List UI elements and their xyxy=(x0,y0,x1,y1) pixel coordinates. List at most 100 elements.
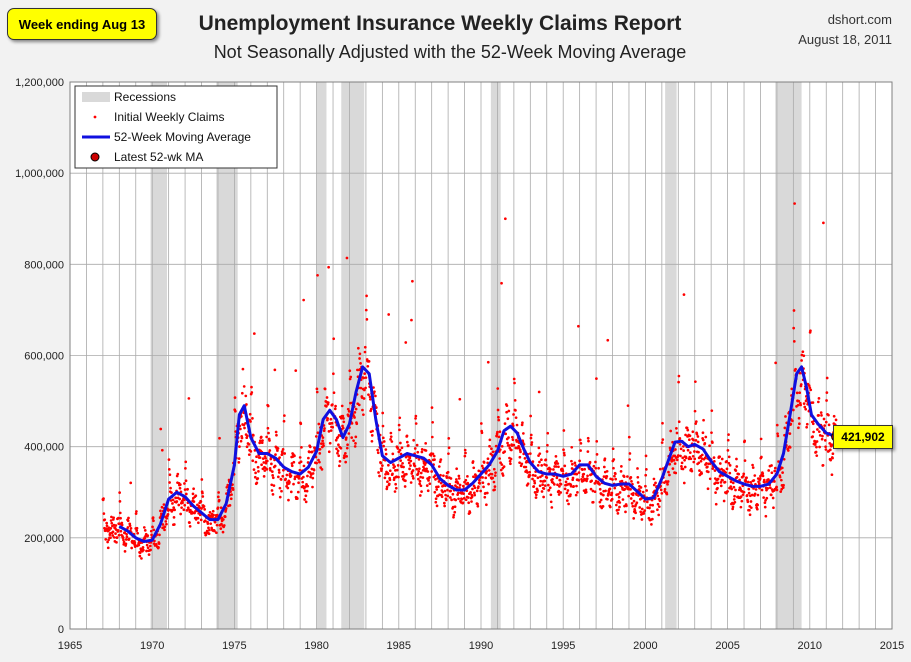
claims-point xyxy=(728,464,732,467)
claims-point xyxy=(401,470,405,474)
claims-point xyxy=(749,500,753,503)
claims-point xyxy=(211,509,215,513)
claims-point xyxy=(822,221,825,225)
claims-point xyxy=(493,488,496,492)
claims-point xyxy=(706,487,710,491)
claims-point xyxy=(630,501,634,505)
claims-point xyxy=(694,380,697,384)
claims-point xyxy=(510,435,514,439)
claims-point xyxy=(347,414,350,418)
claims-point xyxy=(403,485,407,488)
claims-point xyxy=(500,281,503,285)
claims-point xyxy=(714,491,717,494)
claims-point xyxy=(354,441,357,445)
claims-point xyxy=(481,481,485,485)
claims-point xyxy=(427,479,430,482)
claims-point xyxy=(677,420,681,424)
claims-point xyxy=(798,391,802,395)
claims-point xyxy=(693,457,697,461)
claims-point xyxy=(301,475,305,479)
claims-point xyxy=(270,483,274,487)
claims-point xyxy=(339,416,343,420)
claims-point xyxy=(453,505,457,509)
claims-point xyxy=(221,530,225,534)
claims-point xyxy=(314,435,318,438)
claims-point xyxy=(106,540,109,544)
claims-point xyxy=(435,488,439,491)
claims-point xyxy=(176,472,180,476)
claims-point xyxy=(385,487,389,491)
claims-point xyxy=(485,503,488,507)
claims-point xyxy=(189,508,192,512)
claims-point xyxy=(825,399,828,402)
claims-point xyxy=(694,438,698,442)
claims-point xyxy=(118,491,121,494)
claims-point xyxy=(827,423,831,427)
claims-point xyxy=(629,497,633,500)
claims-point xyxy=(315,461,318,465)
claims-point xyxy=(409,464,412,467)
claims-point xyxy=(398,416,402,420)
claims-point xyxy=(570,445,574,449)
claims-point xyxy=(172,523,176,526)
claims-point xyxy=(381,464,384,467)
claims-point xyxy=(784,415,787,418)
claims-point xyxy=(463,448,467,452)
claims-point xyxy=(133,541,137,545)
claims-point xyxy=(816,428,819,431)
claims-point xyxy=(430,406,434,409)
claims-point xyxy=(114,524,118,527)
claims-point xyxy=(591,489,595,493)
claims-point xyxy=(586,450,590,453)
claims-point xyxy=(552,483,556,486)
claims-point xyxy=(145,549,148,553)
claims-point xyxy=(316,273,319,277)
claims-point xyxy=(543,484,547,487)
claims-point xyxy=(773,480,776,483)
claims-point xyxy=(823,439,827,442)
claims-point xyxy=(786,449,790,452)
claims-point xyxy=(546,483,550,487)
claims-point xyxy=(702,418,705,422)
claims-point xyxy=(347,432,351,435)
claims-point xyxy=(463,454,467,458)
claims-point xyxy=(184,467,187,470)
claims-point xyxy=(445,476,449,479)
claims-point xyxy=(512,377,516,381)
claims-point xyxy=(610,497,614,501)
claims-point xyxy=(266,404,270,408)
claims-point xyxy=(598,487,602,491)
claims-point xyxy=(330,421,334,425)
claims-point xyxy=(530,443,533,446)
claims-point xyxy=(820,437,824,441)
claims-point xyxy=(254,460,258,464)
claims-point xyxy=(363,372,367,375)
claims-point xyxy=(341,426,345,430)
claims-point xyxy=(268,449,272,452)
claims-point xyxy=(388,469,392,473)
claims-point xyxy=(593,482,597,485)
claims-point xyxy=(811,401,815,404)
claims-point xyxy=(183,503,187,507)
claims-point xyxy=(413,464,417,468)
claims-point xyxy=(776,432,779,436)
claims-point xyxy=(293,477,297,481)
claims-point xyxy=(157,542,161,545)
claims-point xyxy=(620,465,623,468)
claims-point xyxy=(590,479,594,483)
claims-point xyxy=(819,411,823,414)
claims-point xyxy=(298,456,302,459)
claims-point xyxy=(229,497,233,501)
claims-point xyxy=(323,427,326,430)
claims-point xyxy=(120,523,124,527)
claims-point xyxy=(418,482,422,486)
legend-label: Recessions xyxy=(114,90,176,104)
claims-point xyxy=(149,529,153,533)
claims-point xyxy=(358,357,361,360)
claims-point xyxy=(698,469,701,472)
claims-point xyxy=(384,452,388,456)
claims-point xyxy=(657,513,661,517)
claims-point xyxy=(362,388,366,392)
claims-point xyxy=(269,457,273,461)
claims-point xyxy=(688,434,692,438)
